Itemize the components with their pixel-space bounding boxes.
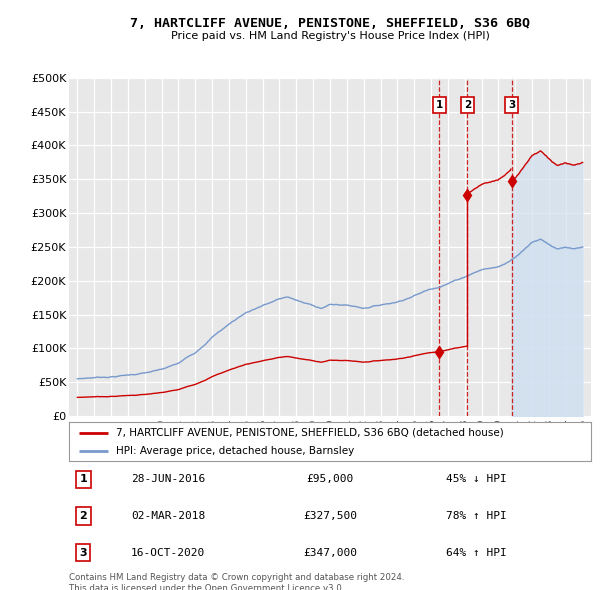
Text: 45% ↓ HPI: 45% ↓ HPI (446, 474, 506, 484)
Text: 7, HARTCLIFF AVENUE, PENISTONE, SHEFFIELD, S36 6BQ: 7, HARTCLIFF AVENUE, PENISTONE, SHEFFIEL… (130, 17, 530, 30)
Text: 64% ↑ HPI: 64% ↑ HPI (446, 548, 506, 558)
Text: 28-JUN-2016: 28-JUN-2016 (131, 474, 205, 484)
Text: 7, HARTCLIFF AVENUE, PENISTONE, SHEFFIELD, S36 6BQ (detached house): 7, HARTCLIFF AVENUE, PENISTONE, SHEFFIEL… (116, 428, 504, 438)
Text: Price paid vs. HM Land Registry's House Price Index (HPI): Price paid vs. HM Land Registry's House … (170, 31, 490, 41)
Text: HPI: Average price, detached house, Barnsley: HPI: Average price, detached house, Barn… (116, 446, 354, 456)
Text: 1: 1 (79, 474, 87, 484)
Text: 02-MAR-2018: 02-MAR-2018 (131, 511, 205, 521)
Text: £327,500: £327,500 (303, 511, 357, 521)
Text: Contains HM Land Registry data © Crown copyright and database right 2024.
This d: Contains HM Land Registry data © Crown c… (69, 573, 404, 590)
Text: 16-OCT-2020: 16-OCT-2020 (131, 548, 205, 558)
Text: 2: 2 (464, 100, 471, 110)
Text: £347,000: £347,000 (303, 548, 357, 558)
Text: 3: 3 (508, 100, 515, 110)
Text: 1: 1 (436, 100, 443, 110)
Text: 3: 3 (79, 548, 87, 558)
Text: 2: 2 (79, 511, 87, 521)
Text: 78% ↑ HPI: 78% ↑ HPI (446, 511, 506, 521)
Text: £95,000: £95,000 (307, 474, 353, 484)
